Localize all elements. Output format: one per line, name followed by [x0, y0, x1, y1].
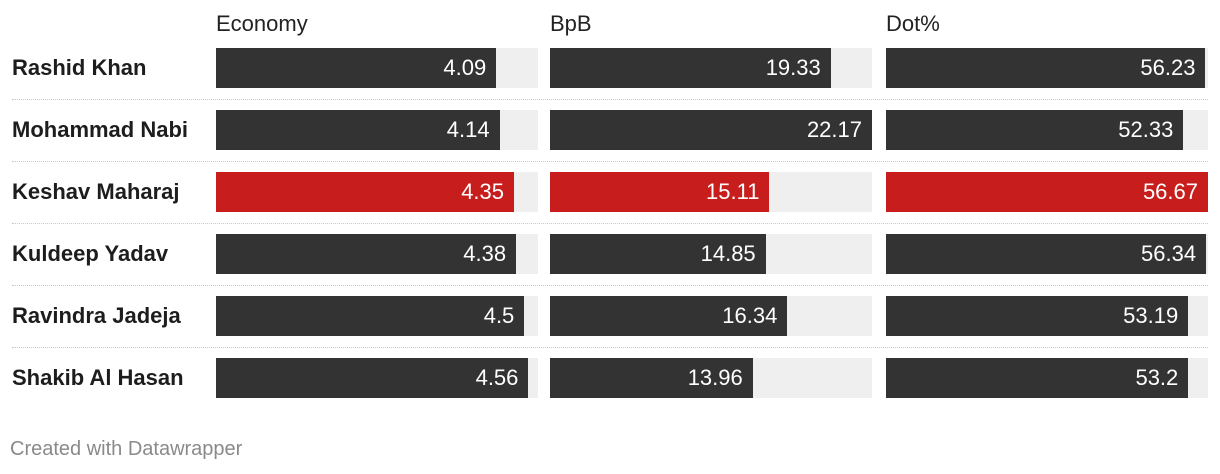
bar-dot-rashid-khan: 56.23 [886, 48, 1206, 88]
footer-credit: Created with Datawrapper [10, 438, 243, 460]
column-header-dot: Dot% [886, 11, 940, 36]
bar-economy-rashid-khan: 4.09 [216, 48, 497, 88]
row-label-ravindra-jadeja: Ravindra Jadeja [12, 303, 181, 328]
bar-bpb-ravindra-jadeja: 16.34 [550, 296, 788, 336]
bar-value-label: 52.33 [1118, 117, 1174, 142]
bar-economy-keshav-maharaj: 4.35 [216, 172, 515, 212]
bar-economy-kuldeep-yadav: 4.38 [216, 234, 517, 274]
row-divider [12, 285, 1208, 286]
bar-value-label: 15.11 [706, 179, 760, 204]
bar-bpb-shakib-al-hasan: 13.96 [550, 358, 753, 398]
bar-track: 56.67 [886, 172, 1208, 212]
bar-dot-keshav-maharaj: 56.67 [886, 172, 1208, 212]
bar-value-label: 4.35 [461, 179, 505, 204]
row-divider [12, 99, 1208, 100]
bar-track: 4.38 [216, 234, 538, 274]
column-header-economy: Economy [216, 11, 308, 36]
bar-track: 53.19 [886, 296, 1208, 336]
bar-value-label: 4.5 [483, 303, 515, 328]
row-divider [12, 347, 1208, 348]
bar-track: 19.33 [550, 48, 872, 88]
bar-value-label: 56.23 [1140, 55, 1196, 80]
bar-economy-shakib-al-hasan: 4.56 [216, 358, 529, 398]
bar-track: 56.34 [886, 234, 1208, 274]
bar-bpb-rashid-khan: 19.33 [550, 48, 831, 88]
bar-track: 15.11 [550, 172, 872, 212]
row-label-keshav-maharaj: Keshav Maharaj [12, 179, 180, 204]
row-label-rashid-khan: Rashid Khan [12, 55, 147, 80]
bar-bpb-mohammad-nabi: 22.17 [550, 110, 872, 150]
bar-track: 4.09 [216, 48, 538, 88]
bar-value-label: 53.19 [1123, 303, 1179, 328]
row-label-kuldeep-yadav: Kuldeep Yadav [12, 241, 169, 266]
bar-track: 53.2 [886, 358, 1208, 398]
bar-value-label: 14.85 [700, 241, 756, 266]
bar-dot-mohammad-nabi: 52.33 [886, 110, 1184, 150]
bar-dot-kuldeep-yadav: 56.34 [886, 234, 1207, 274]
bar-value-label: 22.17 [806, 117, 862, 142]
bar-track: 13.96 [550, 358, 872, 398]
row-label-shakib-al-hasan: Shakib Al Hasan [12, 365, 184, 390]
bar-track: 16.34 [550, 296, 872, 336]
bar-track: 56.23 [886, 48, 1208, 88]
bar-value-label: 53.2 [1135, 365, 1179, 390]
bar-dot-shakib-al-hasan: 53.2 [886, 358, 1189, 398]
row-divider [12, 161, 1208, 162]
bar-value-label: 56.67 [1142, 179, 1198, 204]
row-divider [12, 223, 1208, 224]
bar-value-label: 4.14 [446, 117, 490, 142]
bar-economy-ravindra-jadeja: 4.5 [216, 296, 525, 336]
bar-value-label: 56.34 [1141, 241, 1197, 266]
bar-value-label: 4.09 [443, 55, 487, 80]
bar-bpb-keshav-maharaj: 15.11 [550, 172, 770, 212]
bar-track: 52.33 [886, 110, 1208, 150]
row-label-mohammad-nabi: Mohammad Nabi [12, 117, 189, 142]
bar-bpb-kuldeep-yadav: 14.85 [550, 234, 766, 274]
bar-economy-mohammad-nabi: 4.14 [216, 110, 500, 150]
bar-value-label: 19.33 [765, 55, 821, 80]
bar-track: 4.5 [216, 296, 538, 336]
bar-track: 4.35 [216, 172, 538, 212]
bar-dot-ravindra-jadeja: 53.19 [886, 296, 1189, 336]
bar-value-label: 13.96 [687, 365, 743, 390]
bar-value-label: 4.38 [463, 241, 507, 266]
bar-value-label: 16.34 [722, 303, 778, 328]
bar-value-label: 4.56 [475, 365, 519, 390]
column-header-bpb: BpB [550, 11, 592, 36]
bar-track: 22.17 [550, 110, 872, 150]
bar-track: 4.56 [216, 358, 538, 398]
bar-track: 4.14 [216, 110, 538, 150]
bar-track: 14.85 [550, 234, 872, 274]
